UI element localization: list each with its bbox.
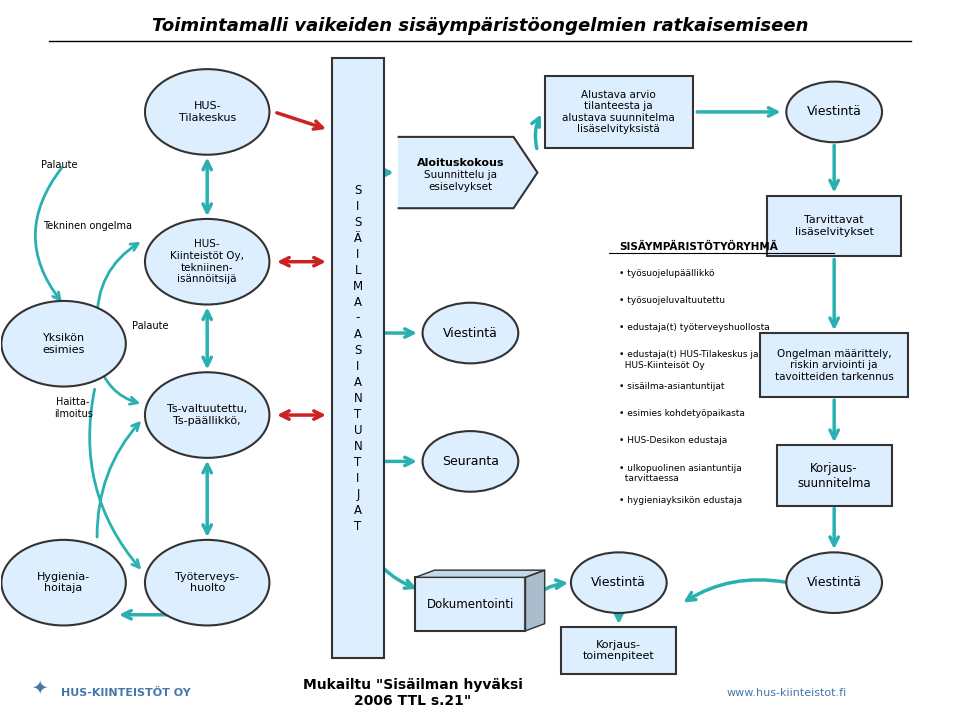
Ellipse shape xyxy=(145,219,270,304)
Text: • työsuojelupäällikkö: • työsuojelupäällikkö xyxy=(619,268,714,278)
Polygon shape xyxy=(398,137,538,208)
Text: Aloituskokous: Aloituskokous xyxy=(417,158,505,168)
Text: Korjaus-
suunnitelma: Korjaus- suunnitelma xyxy=(798,462,871,490)
Text: • hygieniayksikön edustaja: • hygieniayksikön edustaja xyxy=(619,495,742,505)
Text: Palaute: Palaute xyxy=(40,160,77,170)
Polygon shape xyxy=(416,570,544,577)
Text: Dokumentointi: Dokumentointi xyxy=(427,598,515,611)
Text: www.hus-kiinteistot.fi: www.hus-kiinteistot.fi xyxy=(726,688,847,698)
Text: S
I
S
Ä
I
L
M
A
-
A
S
I
A
N
T
U
N
T
I
J
A
T: S I S Ä I L M A - A S I A N T U N T I J … xyxy=(353,183,363,533)
Text: • sisäilma-asiantuntijat: • sisäilma-asiantuntijat xyxy=(619,382,724,391)
Text: • edustaja(t) työterveyshuollosta: • edustaja(t) työterveyshuollosta xyxy=(619,323,770,332)
Text: Palaute: Palaute xyxy=(132,321,168,331)
Ellipse shape xyxy=(571,552,666,613)
Text: • työsuojeluvaltuutettu: • työsuojeluvaltuutettu xyxy=(619,296,725,305)
FancyBboxPatch shape xyxy=(760,333,908,397)
FancyBboxPatch shape xyxy=(331,59,384,657)
Text: Viestintä: Viestintä xyxy=(443,326,498,339)
FancyBboxPatch shape xyxy=(544,77,693,147)
Text: Viestintä: Viestintä xyxy=(806,576,862,589)
Ellipse shape xyxy=(786,82,882,142)
Text: Työterveys-
huolto: Työterveys- huolto xyxy=(175,572,239,594)
Text: Toimintamalli vaikeiden sisäympäristöongelmien ratkaisemiseen: Toimintamalli vaikeiden sisäympäristöong… xyxy=(152,17,808,35)
Text: Alustava arvio
tilanteesta ja
alustava suunnitelma
lisäselvityksistä: Alustava arvio tilanteesta ja alustava s… xyxy=(563,90,675,135)
FancyBboxPatch shape xyxy=(562,627,676,674)
Ellipse shape xyxy=(786,552,882,613)
Text: Haitta-
ilmoitus: Haitta- ilmoitus xyxy=(54,397,92,419)
Text: Mukailtu "Sisäilman hyväksi
2006 TTL s.21": Mukailtu "Sisäilman hyväksi 2006 TTL s.2… xyxy=(303,678,523,708)
Text: Seuranta: Seuranta xyxy=(442,455,499,468)
Polygon shape xyxy=(525,570,544,631)
Ellipse shape xyxy=(422,303,518,363)
Text: Suunnittelu ja
esiselvykset: Suunnittelu ja esiselvykset xyxy=(424,170,497,192)
Text: Viestintä: Viestintä xyxy=(591,576,646,589)
Ellipse shape xyxy=(145,540,270,626)
Text: • edustaja(t) HUS-Tilakeskus ja
  HUS-Kiinteisöt Oy: • edustaja(t) HUS-Tilakeskus ja HUS-Kiin… xyxy=(619,350,758,369)
Ellipse shape xyxy=(1,301,126,387)
Text: HUS-KIINTEISTÖT OY: HUS-KIINTEISTÖT OY xyxy=(60,688,191,698)
FancyBboxPatch shape xyxy=(767,195,901,256)
Text: Tekninen ongelma: Tekninen ongelma xyxy=(43,221,132,231)
Ellipse shape xyxy=(145,372,270,458)
Text: ✦: ✦ xyxy=(32,678,48,697)
Ellipse shape xyxy=(1,540,126,626)
Text: • HUS-Desikon edustaja: • HUS-Desikon edustaja xyxy=(619,437,727,445)
Ellipse shape xyxy=(422,431,518,492)
Text: • ulkopuolinen asiantuntija
  tarvittaessa: • ulkopuolinen asiantuntija tarvittaessa xyxy=(619,463,741,483)
Text: SISÄYMPÄRISTÖTYÖRYHMÄ: SISÄYMPÄRISTÖTYÖRYHMÄ xyxy=(619,243,778,253)
Text: HUS-
Kiinteistöt Oy,
tekniinen-
isännöitsijä: HUS- Kiinteistöt Oy, tekniinen- isännöit… xyxy=(170,239,244,284)
Ellipse shape xyxy=(145,69,270,155)
Text: • esimies kohdetyöpaikasta: • esimies kohdetyöpaikasta xyxy=(619,410,745,418)
Text: Ts-valtuutettu,
Ts-päällikkö,: Ts-valtuutettu, Ts-päällikkö, xyxy=(167,405,248,426)
Text: Ongelman määrittely,
riskin arviointi ja
tavoitteiden tarkennus: Ongelman määrittely, riskin arviointi ja… xyxy=(775,349,894,382)
Text: HUS-
Tilakeskus: HUS- Tilakeskus xyxy=(179,101,236,122)
Text: Yksikön
esimies: Yksikön esimies xyxy=(42,333,84,354)
Text: Tarvittavat
lisäselvitykset: Tarvittavat lisäselvitykset xyxy=(795,216,874,237)
FancyBboxPatch shape xyxy=(777,445,892,506)
FancyBboxPatch shape xyxy=(416,577,525,631)
Text: Viestintä: Viestintä xyxy=(806,105,862,118)
Text: Hygienia-
hoitaja: Hygienia- hoitaja xyxy=(37,572,90,594)
Text: Korjaus-
toimenpiteet: Korjaus- toimenpiteet xyxy=(583,639,655,661)
